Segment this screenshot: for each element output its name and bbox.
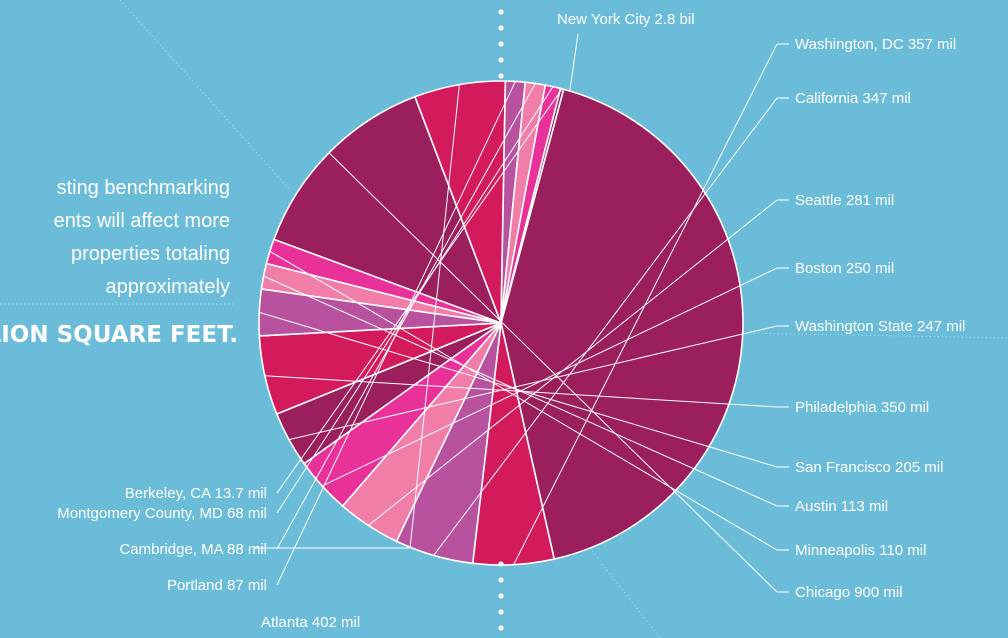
guide-dot: [498, 57, 504, 63]
leader-lines: [255, 33, 789, 593]
leader-line: [269, 250, 778, 551]
slice-label: Washington, DC 357 mil: [795, 36, 956, 53]
intro-line-3: properties totaling: [71, 243, 230, 265]
pie-slices: [258, 80, 744, 566]
slice-label: San Francisco 205 mil: [795, 459, 943, 476]
intro-line-2: ents will affect more: [54, 210, 230, 232]
slice-label: Austin 113 mil: [795, 498, 888, 515]
guide-dot: [498, 593, 504, 599]
dotted-guide-horizontal-right: [741, 332, 1008, 339]
guide-dot: [498, 625, 504, 631]
guide-dot: [498, 41, 504, 47]
leader-line: [409, 84, 460, 549]
leader-line: [321, 267, 778, 487]
slice-label: Montgomery County, MD 68 mil: [57, 505, 267, 522]
leader-line: [328, 152, 778, 593]
slice-label: Portland 87 mil: [167, 577, 267, 594]
vertical-dot-guides: [498, 9, 504, 631]
slice-label: California 347 mil: [795, 90, 911, 107]
guide-dot: [498, 9, 504, 15]
slice-label: New York City 2.8 bil: [557, 11, 695, 28]
guide-dot: [498, 577, 504, 583]
leader-line: [276, 88, 563, 494]
dotted-guide-lower-right: [589, 547, 661, 638]
slice-labels: New York City 2.8 bil Washington, DC 357 …: [57, 11, 965, 631]
leader-line: [276, 83, 536, 550]
slice-label: Minneapolis 110 mil: [795, 542, 926, 559]
leader-line: [569, 33, 579, 92]
pie-slice: [500, 88, 744, 560]
guide-dot: [498, 73, 504, 79]
intro-line-1: sting benchmarking: [57, 177, 230, 199]
guide-dot: [498, 609, 504, 615]
leader-line: [276, 86, 554, 514]
leader-line: [433, 97, 778, 556]
slice-label: Washington State 247 mil: [795, 318, 965, 335]
leader-line: [368, 199, 778, 526]
guide-dot: [498, 561, 504, 567]
slice-label: Chicago 900 mil: [795, 584, 903, 601]
slice-label: Philadelphia 350 mil: [795, 399, 929, 416]
intro-headline: LLION SQUARE FEET.: [0, 322, 238, 348]
dotted-guide-upper-left: [119, 0, 291, 191]
slice-label: Atlanta 402 mil: [261, 614, 360, 631]
slice-label: Boston 250 mil: [795, 260, 894, 277]
guide-dot: [498, 25, 504, 31]
leader-line: [263, 275, 778, 507]
leader-line: [288, 325, 778, 441]
slice-label: Cambridge, MA 88 mil: [119, 541, 267, 558]
intro-text: sting benchmarking ents will affect more…: [0, 177, 238, 348]
slice-label: Seattle 281 mil: [795, 192, 894, 209]
slice-label: Berkeley, CA 13.7 mil: [125, 485, 267, 502]
intro-line-4: approximately: [105, 276, 230, 298]
